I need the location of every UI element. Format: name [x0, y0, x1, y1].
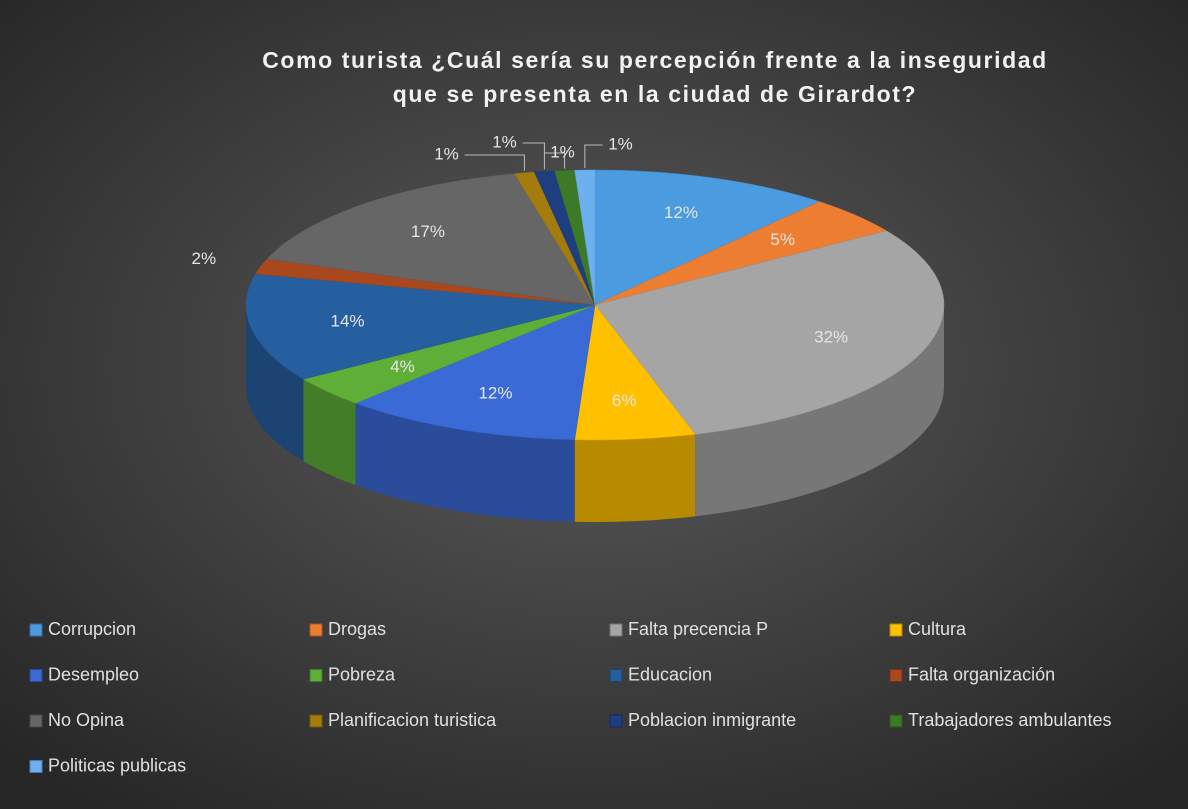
chart-title: que se presenta en la ciudad de Girardot… [393, 81, 917, 107]
slice [594, 169, 821, 306]
data-label: 14% [331, 311, 365, 330]
legend-swatch [889, 623, 903, 637]
legend-label: Planificacion turistica [328, 710, 497, 730]
legend-swatch [29, 669, 43, 682]
legend-label: Politicas publicas [48, 755, 186, 775]
legend-swatch [609, 714, 623, 728]
legend-swatch [29, 714, 43, 728]
data-label: 5% [770, 230, 795, 249]
legend-swatch [309, 669, 323, 682]
slice-side [574, 434, 696, 522]
leader-line [584, 144, 603, 169]
slice [594, 201, 888, 306]
data-label: 6% [612, 391, 637, 410]
legend-swatch [609, 669, 623, 682]
legend-swatch [309, 714, 323, 728]
legend-swatch [609, 623, 623, 637]
data-label: 17% [411, 222, 445, 241]
legend-label: Falta precencia P [628, 619, 768, 639]
data-label: 1% [434, 144, 459, 163]
legend-label: Desempleo [48, 664, 139, 684]
slice [574, 304, 696, 441]
slice [266, 173, 596, 306]
legend-swatch [889, 669, 903, 682]
slice [574, 169, 596, 306]
slice-side [695, 305, 944, 517]
data-label: 32% [814, 328, 848, 347]
leader-line [544, 152, 566, 169]
data-label: 1% [492, 132, 517, 151]
legend-label: Falta organización [908, 664, 1055, 684]
slice-side [246, 305, 304, 462]
slice [302, 304, 596, 404]
data-label: 12% [664, 203, 698, 222]
legend-label: Corrupcion [48, 619, 136, 639]
slice [354, 304, 596, 441]
legend-swatch [29, 760, 43, 773]
data-label: 4% [390, 357, 415, 376]
legend-swatch [309, 623, 323, 637]
legend-label: Pobreza [328, 664, 396, 684]
slice [594, 230, 945, 435]
slice [245, 273, 596, 380]
legend-label: Educacion [628, 664, 712, 684]
legend-label: No Opina [48, 710, 125, 730]
data-label: 1% [608, 134, 633, 153]
data-label: 2% [192, 249, 217, 268]
slice-side [303, 379, 356, 486]
legend-label: Poblacion inmigrante [628, 710, 796, 730]
data-label: 12% [478, 384, 512, 403]
legend-swatch [29, 623, 43, 637]
legend-swatch [889, 714, 903, 728]
legend-label: Trabajadores ambulantes [908, 710, 1111, 730]
legend-label: Cultura [908, 619, 967, 639]
leader-line [464, 154, 525, 171]
leader-line [522, 142, 545, 170]
slice-side [355, 403, 575, 522]
legend-label: Drogas [328, 619, 386, 639]
data-label: 1% [550, 142, 575, 161]
chart-title: Como turista ¿Cuál sería su percepción f… [262, 47, 1048, 73]
